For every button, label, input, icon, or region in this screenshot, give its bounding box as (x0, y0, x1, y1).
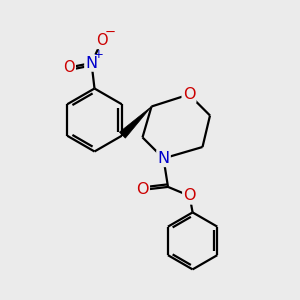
Text: O: O (183, 87, 195, 102)
Text: N: N (85, 56, 98, 70)
Polygon shape (119, 106, 152, 138)
Text: −: − (105, 26, 116, 39)
Text: O: O (183, 188, 196, 203)
Text: O: O (96, 33, 108, 48)
Text: O: O (136, 182, 149, 197)
Text: N: N (158, 151, 169, 166)
Text: +: + (94, 48, 104, 61)
Text: O: O (63, 60, 75, 75)
